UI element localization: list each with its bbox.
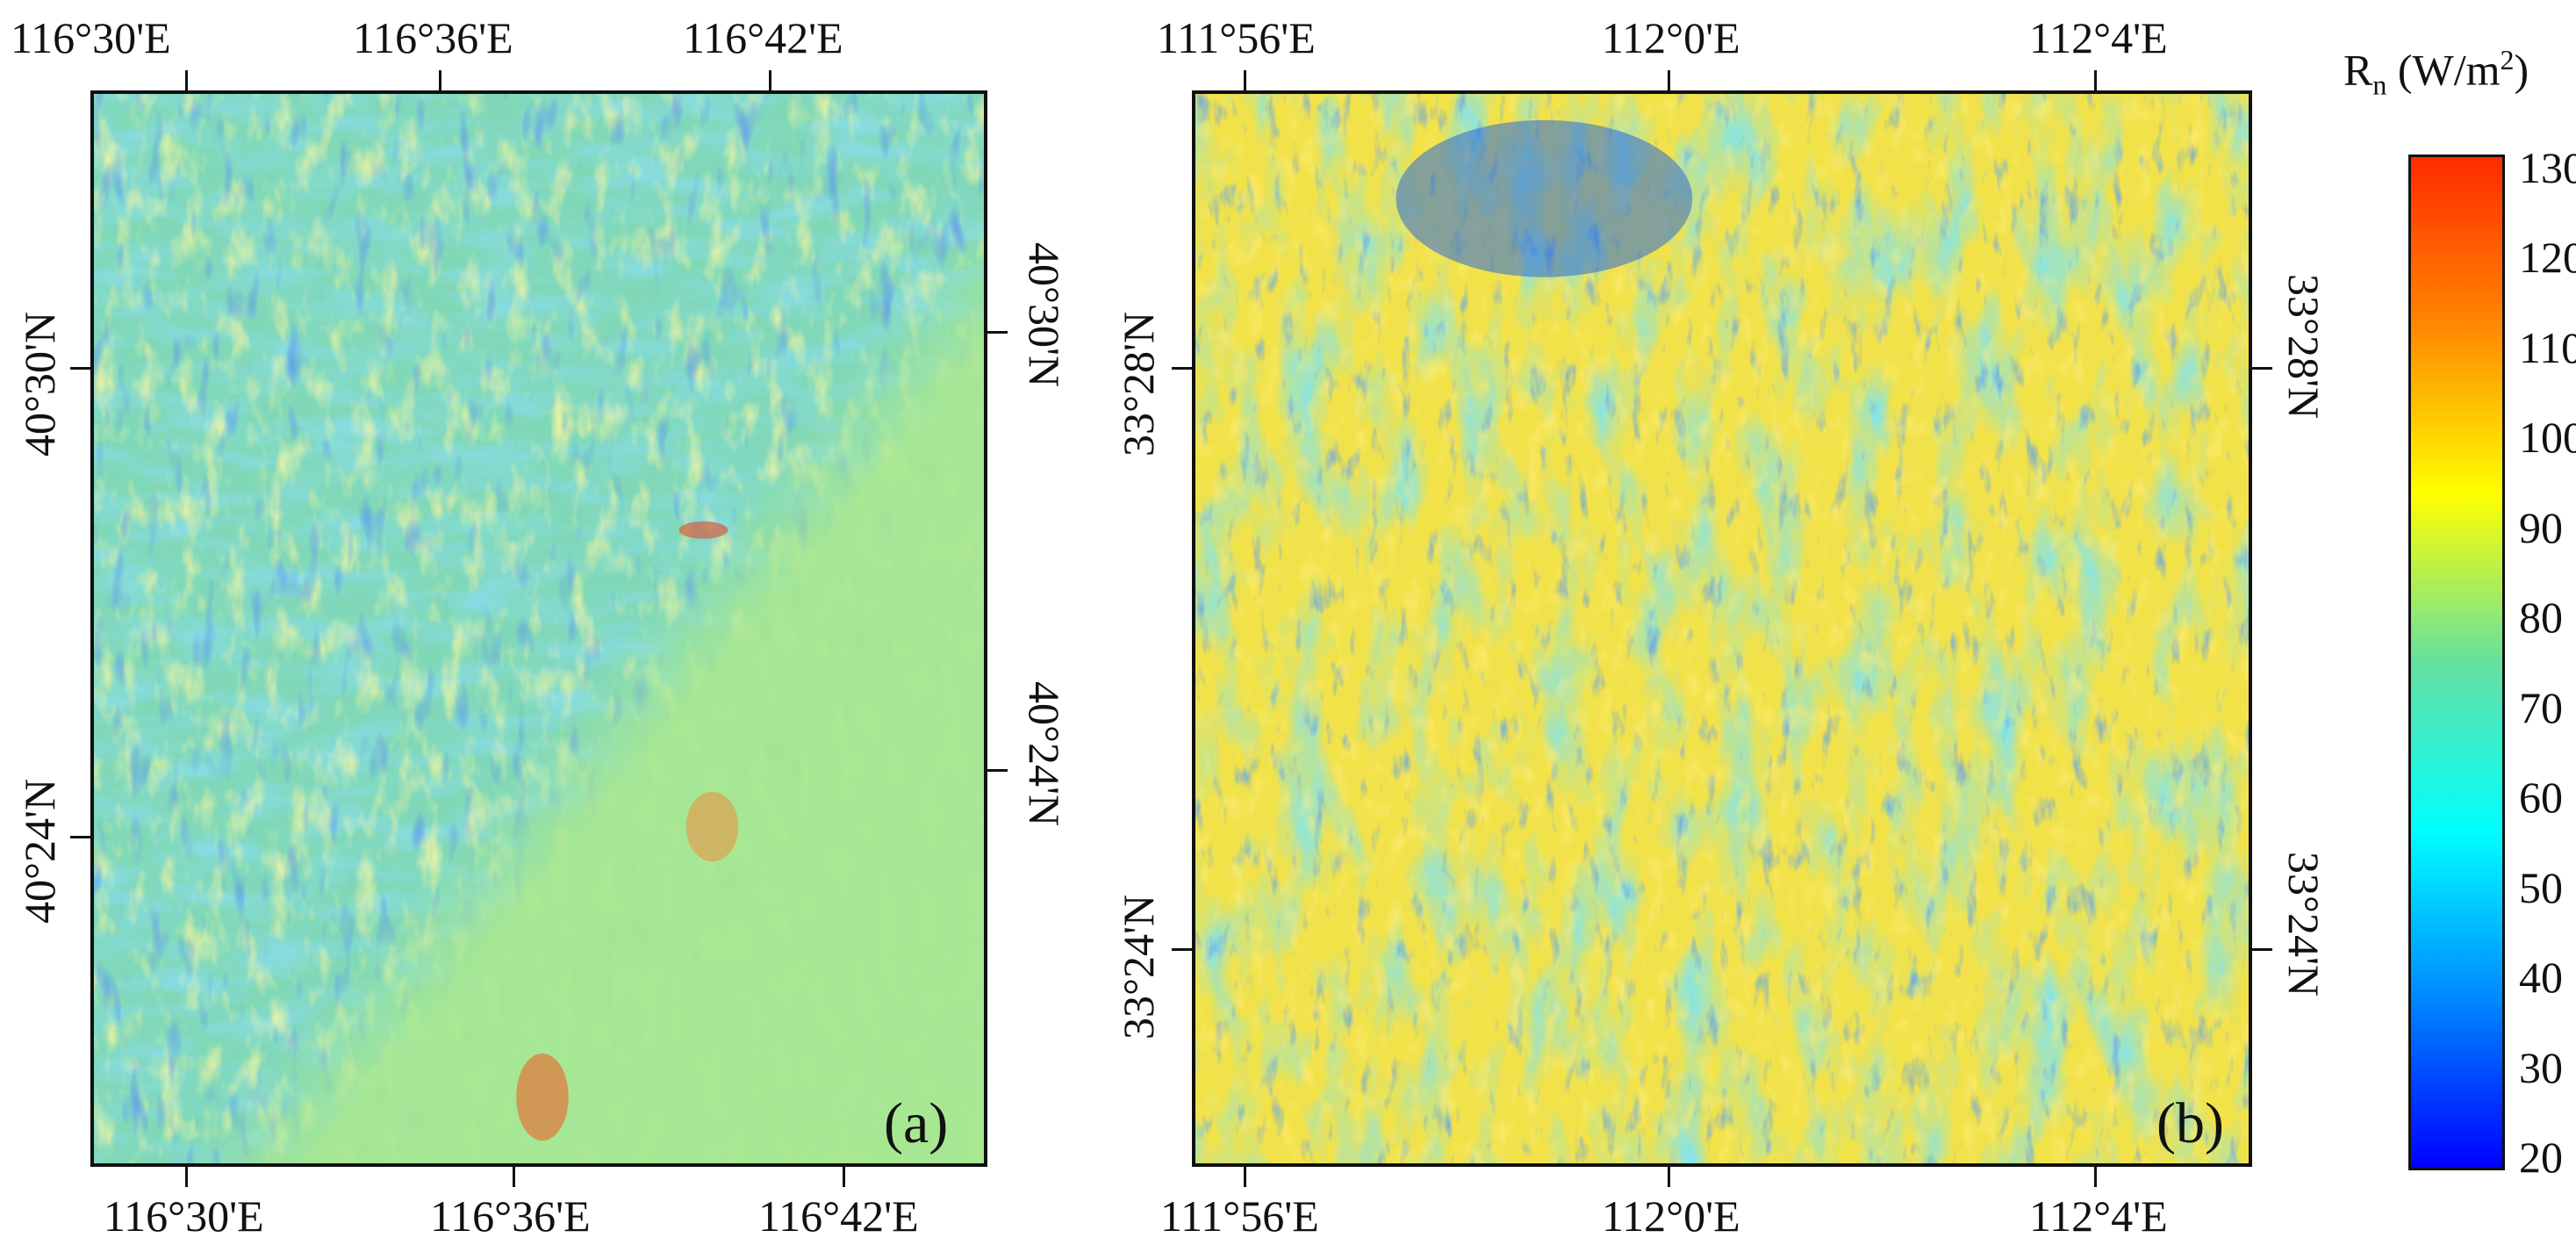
tick-mark bbox=[1172, 367, 1193, 370]
lat-label-right: 33°24'N bbox=[2279, 852, 2328, 997]
colorbar-title-unit: (W/m bbox=[2386, 45, 2501, 95]
tick-mark bbox=[439, 70, 441, 91]
lon-label-top: 116°36'E bbox=[353, 13, 513, 62]
lon-label-bottom: 111°56'E bbox=[1160, 1191, 1319, 1241]
colorbar-tick-label: 80 bbox=[2519, 593, 2563, 643]
colorbar-tick-label: 40 bbox=[2519, 953, 2563, 1003]
lon-label-bottom: 116°36'E bbox=[430, 1191, 591, 1241]
tick-mark bbox=[769, 70, 771, 91]
lon-label-top: 116°42'E bbox=[683, 13, 843, 62]
colorbar-tick-label: 20 bbox=[2519, 1133, 2563, 1182]
lon-label-bottom: 116°30'E bbox=[104, 1191, 264, 1241]
lat-label-left: 33°28'N bbox=[1114, 311, 1163, 457]
raster-map-b bbox=[1195, 94, 2249, 1163]
colorbar bbox=[2408, 155, 2505, 1170]
lon-label-top: 112°0'E bbox=[1602, 13, 1740, 62]
colorbar-tick-label: 70 bbox=[2519, 682, 2563, 732]
tick-mark bbox=[1244, 70, 1246, 91]
map-panel-b: (b) bbox=[1192, 90, 2252, 1167]
tick-mark bbox=[70, 367, 91, 370]
colorbar-tick-label: 130 bbox=[2519, 143, 2576, 192]
tick-mark bbox=[2251, 948, 2272, 951]
tick-mark bbox=[2094, 70, 2097, 91]
colorbar-tick-label: 100 bbox=[2519, 413, 2576, 463]
tick-mark bbox=[513, 1166, 515, 1187]
tick-mark bbox=[1172, 948, 1193, 951]
lat-label-left: 40°24'N bbox=[15, 778, 64, 924]
colorbar-tick-label: 60 bbox=[2519, 773, 2563, 823]
tick-mark bbox=[2094, 1166, 2097, 1187]
panel-label-b: (b) bbox=[2156, 1091, 2224, 1155]
lon-label-bottom: 112°4'E bbox=[2029, 1191, 2168, 1241]
lon-label-top: 112°4'E bbox=[2029, 13, 2168, 62]
map-panel-a: (a) bbox=[90, 90, 987, 1167]
lon-label-bottom: 112°0'E bbox=[1602, 1191, 1740, 1241]
colorbar-tick-label: 30 bbox=[2519, 1042, 2563, 1092]
colorbar-tick-label: 120 bbox=[2519, 233, 2576, 283]
lat-label-left: 40°30'N bbox=[15, 311, 64, 457]
tick-mark bbox=[185, 70, 188, 91]
tick-mark bbox=[185, 1166, 188, 1187]
lat-label-right: 40°30'N bbox=[1020, 242, 1069, 388]
tick-mark bbox=[843, 1166, 845, 1187]
lon-label-bottom: 116°42'E bbox=[758, 1191, 919, 1241]
tick-mark bbox=[1668, 1166, 1670, 1187]
colorbar-tick-label: 50 bbox=[2519, 862, 2563, 912]
colorbar-title-superscript: 2 bbox=[2500, 44, 2515, 76]
tick-mark bbox=[1668, 70, 1670, 91]
colorbar-title-subscript: n bbox=[2372, 68, 2387, 101]
colorbar-title-unit-end: ) bbox=[2514, 45, 2529, 95]
lat-label-right: 33°28'N bbox=[2279, 274, 2328, 420]
lon-label-top: 111°56'E bbox=[1157, 13, 1316, 62]
lat-label-right: 40°24'N bbox=[1020, 681, 1069, 827]
lat-label-left: 33°24'N bbox=[1114, 894, 1163, 1040]
lon-label-top: 116°30'E bbox=[11, 13, 171, 62]
tick-mark bbox=[2251, 367, 2272, 370]
tick-mark bbox=[987, 769, 1008, 772]
tick-mark bbox=[987, 331, 1008, 334]
tick-mark bbox=[70, 836, 91, 838]
colorbar-tick-label: 110 bbox=[2519, 322, 2576, 372]
raster-map-a bbox=[94, 94, 984, 1163]
colorbar-tick-label: 90 bbox=[2519, 502, 2563, 552]
colorbar-title: Rn (W/m2) bbox=[2343, 46, 2529, 99]
panel-label-a: (a) bbox=[884, 1091, 949, 1155]
tick-mark bbox=[1244, 1166, 1246, 1187]
colorbar-title-symbol: R bbox=[2343, 45, 2373, 95]
